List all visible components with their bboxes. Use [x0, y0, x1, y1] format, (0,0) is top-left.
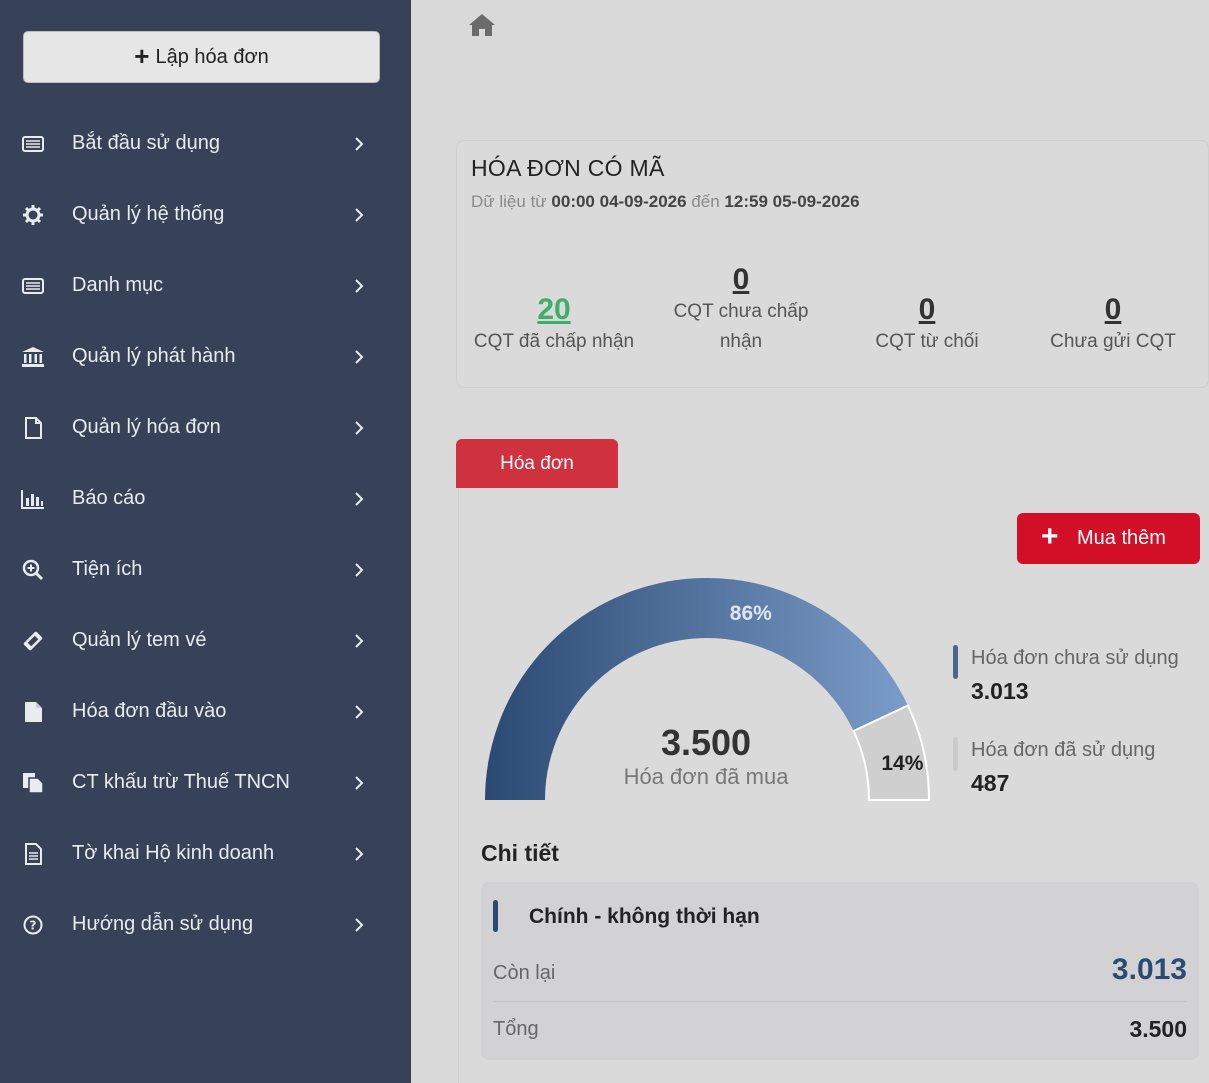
sidebar-item-input-invoices[interactable]: Hóa đơn đầu vào	[0, 676, 411, 747]
svg-text:?: ?	[30, 918, 37, 932]
sidebar-item-invoice-management[interactable]: Quản lý hóa đơn	[0, 392, 411, 463]
plus-icon: +	[134, 40, 150, 71]
buy-more-label: Mua thêm	[1077, 527, 1166, 549]
sidebar-item-user-guide[interactable]: ? Hướng dẫn sử dụng	[0, 889, 411, 960]
chevron-right-icon	[355, 917, 364, 932]
copy-icon	[21, 771, 45, 795]
stats-date-range: Dữ liệu từ 00:00 04-09-2026 đến 12:59 05…	[471, 192, 860, 211]
buy-more-button[interactable]: + Mua thêm	[1017, 513, 1200, 564]
total-value: 3.500	[1129, 1016, 1187, 1042]
sidebar-item-label: Tờ khai Hộ kinh doanh	[72, 842, 275, 864]
chevron-right-icon	[355, 207, 364, 222]
ticket-icon	[21, 629, 45, 653]
home-icon[interactable]	[468, 13, 496, 37]
stats-card: HÓA ĐƠN CÓ MÃ Dữ liệu từ 00:00 04-09-202…	[456, 140, 1209, 388]
legend-used-swatch	[953, 737, 958, 771]
chevron-right-icon	[355, 349, 364, 364]
sidebar-item-label: Tiện ích	[72, 558, 143, 580]
plus-icon: +	[1041, 520, 1059, 553]
chevron-right-icon	[355, 633, 364, 648]
stat-accepted-label: CQT đã chấp nhận	[473, 331, 635, 352]
file-solid-icon	[21, 700, 45, 724]
sidebar-item-tickets[interactable]: Quản lý tem vé	[0, 605, 411, 676]
sidebar-item-reports[interactable]: Báo cáo	[0, 463, 411, 534]
sidebar-item-label: Danh mục	[72, 274, 164, 296]
stat-not-sent-value[interactable]: 0	[1104, 293, 1122, 326]
sidebar-item-label: Bắt đầu sử dụng	[72, 132, 220, 154]
document-icon	[21, 842, 45, 866]
chevron-right-icon	[355, 775, 364, 790]
list-icon	[21, 132, 45, 156]
chevron-right-icon	[355, 420, 364, 435]
sidebar-item-label: Báo cáo	[72, 487, 146, 509]
divider	[493, 1001, 1187, 1002]
gauge-used-percent: 14%	[881, 752, 923, 775]
detail-card: Chính - không thời hạn Còn lại 3.013 Tổn…	[481, 882, 1199, 1060]
stat-not-accepted-label-line1: CQT chưa chấp	[673, 301, 809, 322]
create-invoice-button[interactable]: + Lập hóa đơn	[23, 31, 380, 83]
bar-chart-icon	[21, 487, 45, 511]
sidebar-item-getting-started[interactable]: Bắt đầu sử dụng	[0, 108, 411, 179]
usage-gauge: 86% 14%	[485, 578, 931, 801]
legend-used-label: Hóa đơn đã sử dụng	[971, 739, 1156, 761]
date-from: 00:00 04-09-2026	[551, 192, 687, 211]
create-invoice-label: Lập hóa đơn	[155, 45, 269, 68]
sidebar-item-label: Hóa đơn đầu vào	[72, 700, 227, 722]
gauge-used-arc	[852, 704, 931, 801]
sidebar-item-tax-withholding[interactable]: CT khấu trừ Thuế TNCN	[0, 747, 411, 818]
remaining-value: 3.013	[1111, 953, 1187, 986]
stat-accepted-value[interactable]: 20	[537, 293, 571, 326]
sidebar-item-label: Quản lý hệ thống	[72, 203, 225, 225]
sidebar-menu: Bắt đầu sử dụng Quản lý hệ thống Danh mụ…	[0, 108, 411, 960]
legend-unused-value: 3.013	[971, 678, 1029, 704]
legend-unused-swatch	[953, 645, 958, 679]
gauge-caption: Hóa đơn đã mua	[623, 764, 789, 789]
gauge-unused-arc	[485, 578, 908, 800]
gauge-total: 3.500	[660, 722, 752, 763]
sidebar-item-utilities[interactable]: Tiện ích	[0, 534, 411, 605]
stat-not-accepted-label-line2: nhận	[719, 331, 763, 352]
chevron-right-icon	[355, 562, 364, 577]
stat-accepted: 20 CQT đã chấp nhận	[459, 293, 649, 357]
date-to: 12:59 05-09-2026	[724, 192, 860, 211]
stat-rejected-value[interactable]: 0	[918, 293, 936, 326]
chevron-right-icon	[355, 278, 364, 293]
sidebar-item-label: Quản lý tem vé	[72, 629, 207, 651]
stat-not-accepted-value[interactable]: 0	[732, 263, 750, 296]
sidebar-item-label: CT khấu trừ Thuế TNCN	[72, 771, 290, 793]
stat-not-sent: 0 Chưa gửi CQT	[1018, 293, 1208, 357]
sidebar-item-issuance[interactable]: Quản lý phát hành	[0, 321, 411, 392]
sidebar-item-label: Hướng dẫn sử dụng	[72, 913, 254, 935]
detail-card-title: Chính - không thời hạn	[529, 905, 760, 928]
detail-card-accent	[493, 900, 498, 932]
chevron-right-icon	[355, 491, 364, 506]
chevron-right-icon	[355, 704, 364, 719]
total-label: Tổng	[493, 1018, 539, 1040]
help-icon: ?	[21, 913, 45, 937]
sidebar-item-label: Quản lý phát hành	[72, 345, 236, 367]
sidebar-item-household-declaration[interactable]: Tờ khai Hộ kinh doanh	[0, 818, 411, 889]
file-icon	[21, 416, 45, 440]
legend-unused-label: Hóa đơn chưa sử dụng	[971, 647, 1179, 669]
bank-icon	[21, 345, 45, 369]
detail-title: Chi tiết	[481, 840, 559, 866]
zoom-in-icon	[21, 558, 45, 582]
tab-invoices[interactable]: Hóa đơn	[456, 439, 618, 488]
stat-not-sent-label: Chưa gửi CQT	[1050, 331, 1176, 352]
gauge-unused-percent: 86%	[730, 602, 772, 625]
gear-icon	[21, 203, 45, 227]
legend-used-value: 487	[971, 770, 1010, 796]
sidebar-item-catalog[interactable]: Danh mục	[0, 250, 411, 321]
list-icon	[21, 274, 45, 298]
stat-not-accepted: 0 CQT chưa chấp nhận	[646, 263, 836, 357]
sidebar: + Lập hóa đơn Bắt đầu sử dụng Quản lý hệ…	[0, 0, 411, 1083]
stat-rejected: 0 CQT từ chối	[832, 293, 1022, 357]
sidebar-item-system[interactable]: Quản lý hệ thống	[0, 179, 411, 250]
chevron-right-icon	[355, 846, 364, 861]
remaining-label: Còn lại	[493, 962, 556, 984]
stats-title: HÓA ĐƠN CÓ MÃ	[471, 155, 665, 181]
stat-rejected-label: CQT từ chối	[875, 331, 979, 352]
chevron-right-icon	[355, 136, 364, 151]
sidebar-item-label: Quản lý hóa đơn	[72, 416, 221, 438]
